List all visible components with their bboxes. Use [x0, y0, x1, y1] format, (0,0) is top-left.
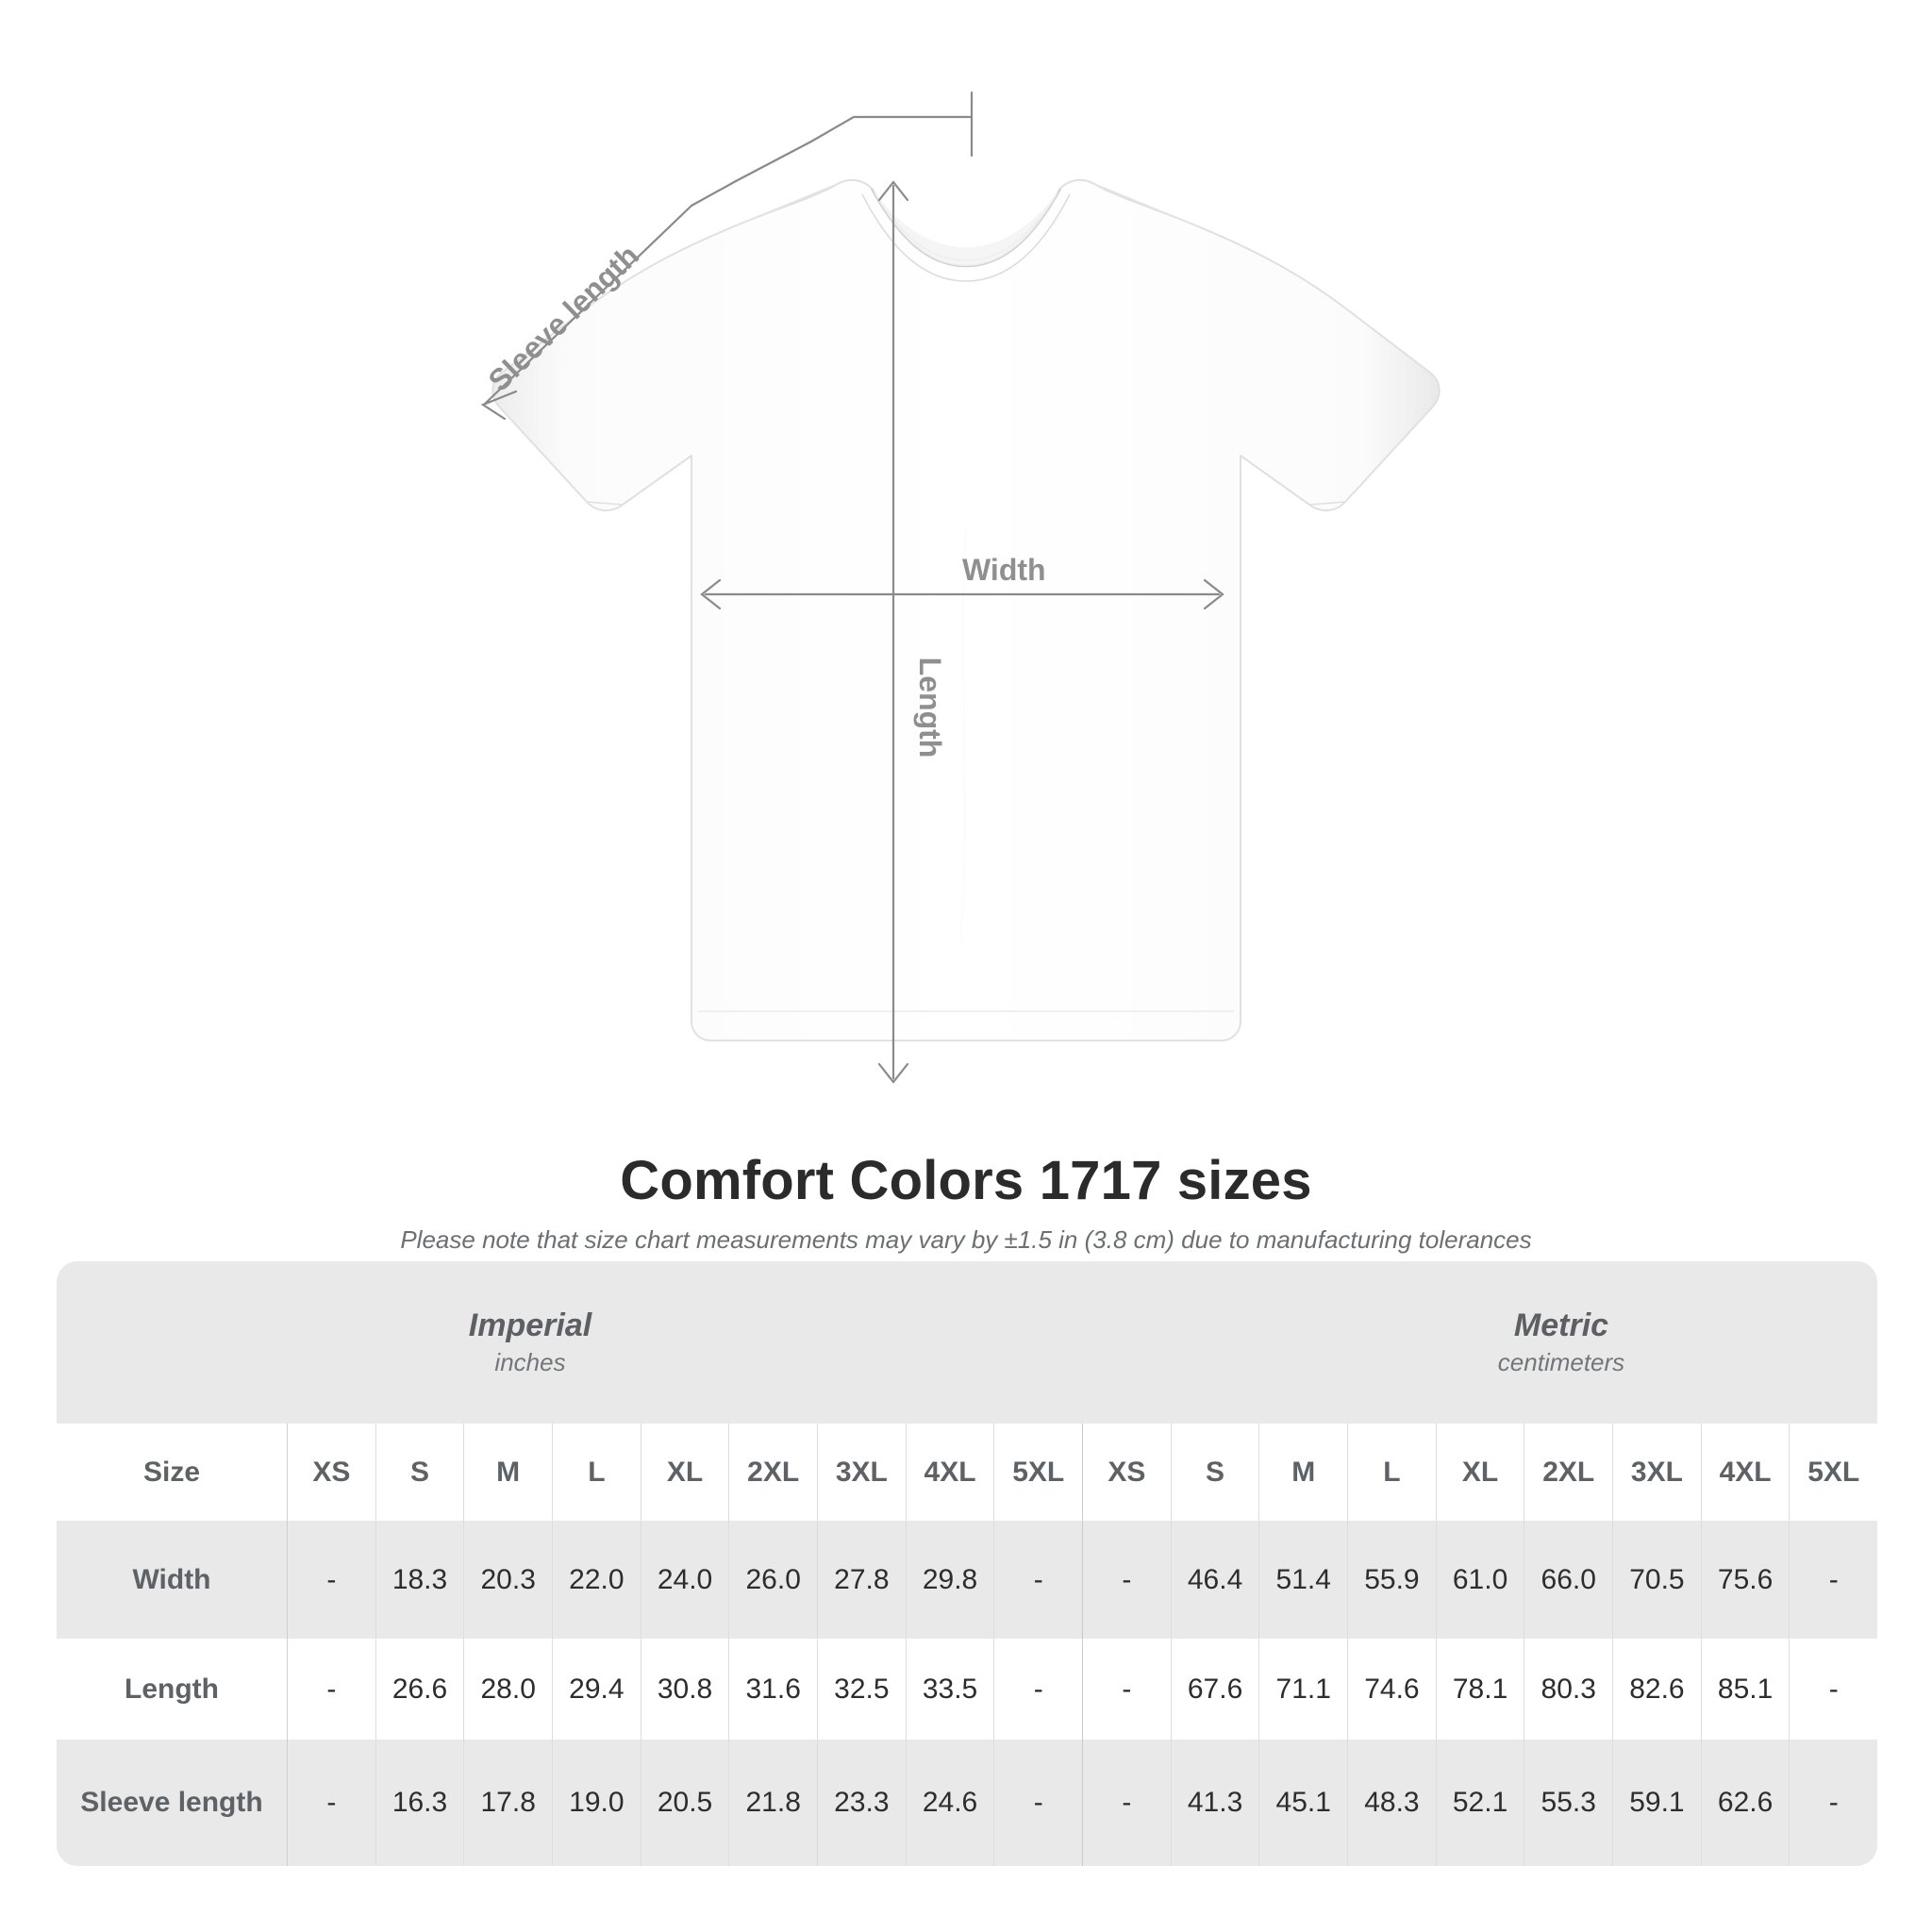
- svg-text:Width: Width: [962, 553, 1046, 587]
- svg-text:Length: Length: [913, 658, 947, 758]
